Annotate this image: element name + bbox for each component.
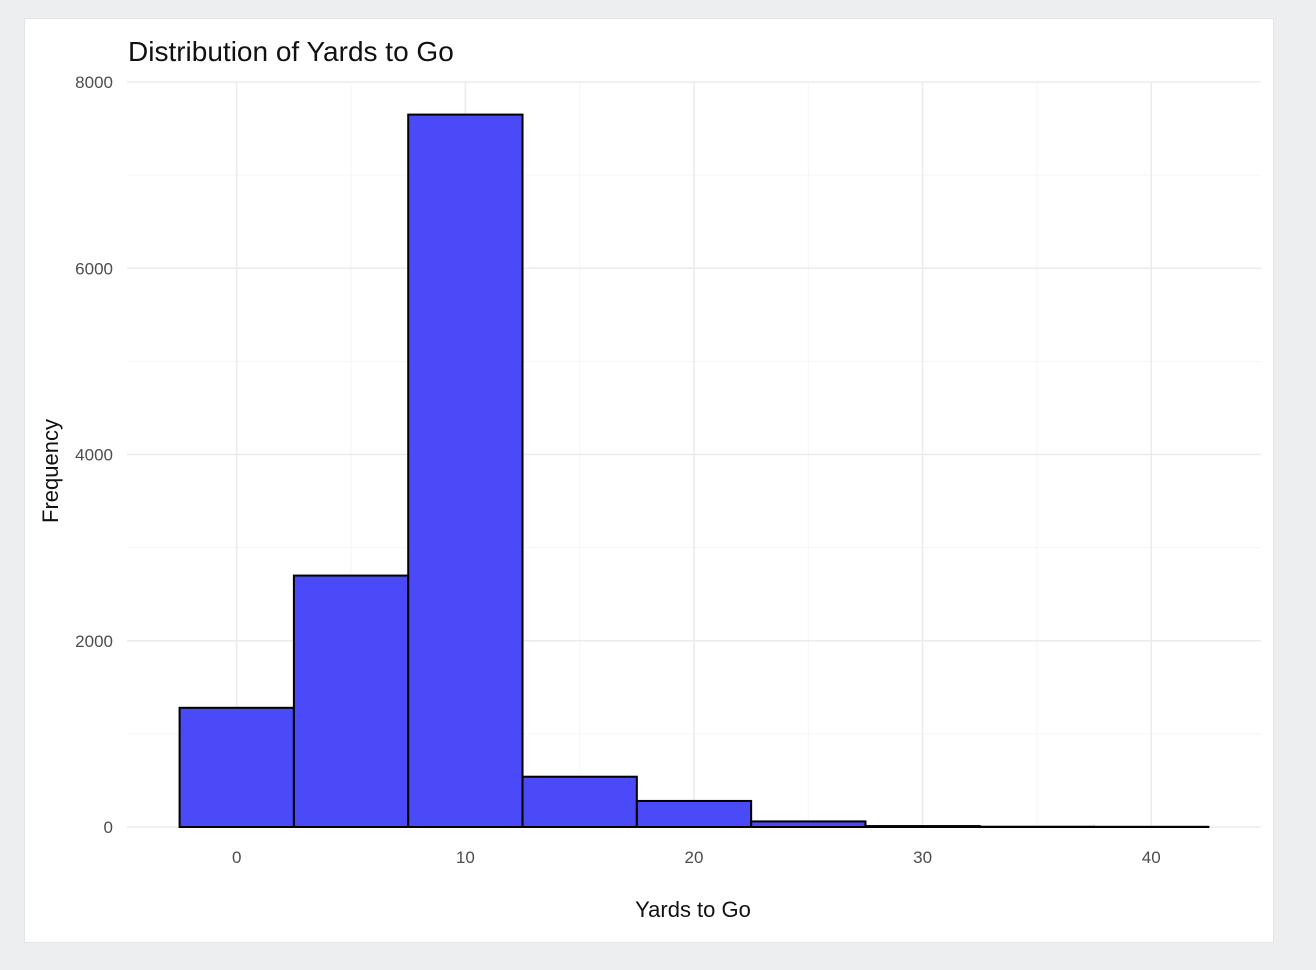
histogram-bars <box>178 113 1210 829</box>
x-tick-label: 30 <box>913 848 932 867</box>
x-axis-label: Yards to Go <box>635 897 751 922</box>
y-tick-label: 6000 <box>75 259 113 278</box>
histogram-chart: 0 2000 4000 6000 8000 0 10 20 30 40 Distribution… <box>38 36 1261 922</box>
y-axis-label: Frequency <box>38 419 63 523</box>
histogram-bar <box>178 706 295 828</box>
x-axis-ticks: 0 10 20 30 40 <box>232 848 1161 867</box>
chart-title: Distribution of Yards to Go <box>128 36 454 67</box>
chart-panel: 0 2000 4000 6000 8000 0 10 20 30 40 Distribution… <box>24 18 1274 943</box>
y-axis-ticks: 0 2000 4000 6000 8000 <box>75 73 113 837</box>
histogram-bar <box>635 799 753 828</box>
y-tick-label: 8000 <box>75 73 113 92</box>
x-tick-label: 20 <box>685 848 704 867</box>
histogram-bar <box>407 113 524 828</box>
y-tick-label: 2000 <box>75 632 113 651</box>
histogram-bar <box>750 820 867 828</box>
x-tick-label: 40 <box>1142 848 1161 867</box>
y-tick-label: 4000 <box>75 446 113 465</box>
y-tick-label: 0 <box>104 818 113 837</box>
histogram-bar <box>521 775 638 829</box>
histogram-bar <box>292 574 410 828</box>
x-tick-label: 10 <box>456 848 475 867</box>
histogram-bar <box>864 825 981 828</box>
x-tick-label: 0 <box>232 848 241 867</box>
